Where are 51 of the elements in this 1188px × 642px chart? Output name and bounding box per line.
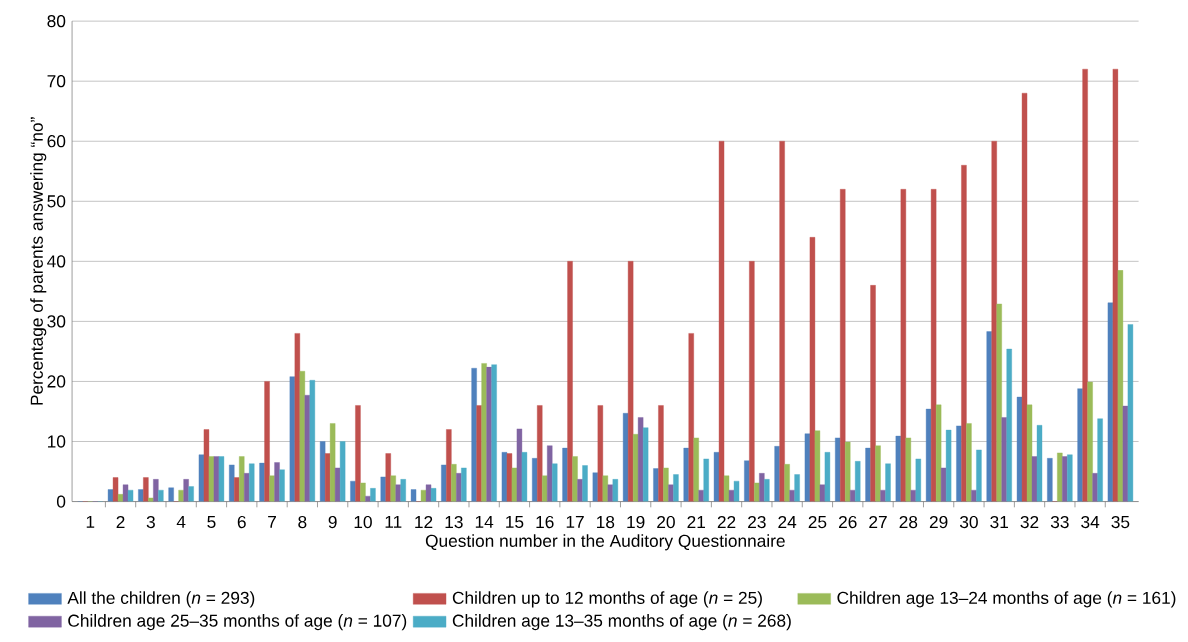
- x-tick-label: 28: [899, 515, 918, 529]
- x-tick-label: 17: [566, 515, 584, 528]
- x-tick-label: 19: [627, 515, 645, 529]
- x-tick-label: 10: [354, 515, 372, 529]
- x-tick-label: 5: [207, 515, 216, 529]
- x-tick-label: 35: [1111, 515, 1130, 529]
- x-tick-label: 13: [445, 515, 463, 529]
- x-tick-label: 12: [415, 515, 433, 529]
- x-tick-label: 31: [990, 515, 1008, 529]
- x-tick-label: 24: [778, 515, 797, 529]
- y-tick-label: 80: [47, 15, 66, 28]
- y-tick-label: 10: [48, 435, 66, 448]
- x-tick-label: 7: [268, 515, 276, 528]
- x-tick-label: 32: [1020, 515, 1039, 529]
- x-tick-label: 34: [1081, 515, 1100, 529]
- x-tick-label: 23: [748, 515, 766, 529]
- y-axis-title: Percentage of parents answering “no”: [30, 117, 47, 405]
- x-tick-label: 9: [328, 515, 337, 529]
- x-tick-label: 14: [475, 515, 494, 528]
- x-tick-label: 18: [597, 515, 615, 529]
- x-tick-label: 11: [385, 515, 402, 528]
- legend-label: Children up to 12 months of age (n = 25): [452, 591, 762, 608]
- legend-label: Children age 13–24 months of age (n = 161): [837, 591, 1176, 608]
- y-tick-label: 0: [56, 495, 66, 508]
- x-tick-label: 33: [1050, 515, 1069, 529]
- x-tick-label: 16: [536, 515, 554, 529]
- y-tick-label: 60: [47, 135, 66, 148]
- x-tick-label: 3: [146, 515, 155, 529]
- x-tick-label: 4: [176, 515, 186, 528]
- x-tick-label: 6: [237, 515, 246, 529]
- x-tick-label: 2: [116, 515, 125, 529]
- y-tick-label: 30: [47, 315, 66, 328]
- y-tick-label: 40: [47, 255, 66, 268]
- x-tick-label: 21: [687, 515, 705, 529]
- x-tick-label: 27: [869, 515, 887, 529]
- legend-label: All the children (n = 293): [67, 591, 255, 608]
- x-tick-label: 22: [717, 515, 736, 529]
- x-tick-label: 25: [808, 515, 827, 529]
- x-tick-label: 15: [506, 515, 524, 529]
- x-axis-title: Question number in the Auditory Questionnaire: [425, 534, 785, 551]
- y-tick-label: 50: [47, 195, 66, 208]
- legend-label: Children age 25–35 months of age (n = 107): [68, 614, 407, 631]
- x-tick-label: 8: [298, 515, 307, 529]
- x-tick-label: 29: [929, 515, 948, 529]
- x-tick-label: 30: [959, 515, 978, 529]
- x-tick-label: 26: [838, 515, 857, 529]
- y-tick-label: 20: [47, 375, 66, 388]
- y-tick-label: 70: [47, 75, 66, 88]
- legend-label: Children age 13–35 months of age (n = 268): [452, 614, 791, 631]
- x-tick-label: 1: [86, 515, 95, 528]
- x-tick-label: 20: [657, 515, 675, 529]
